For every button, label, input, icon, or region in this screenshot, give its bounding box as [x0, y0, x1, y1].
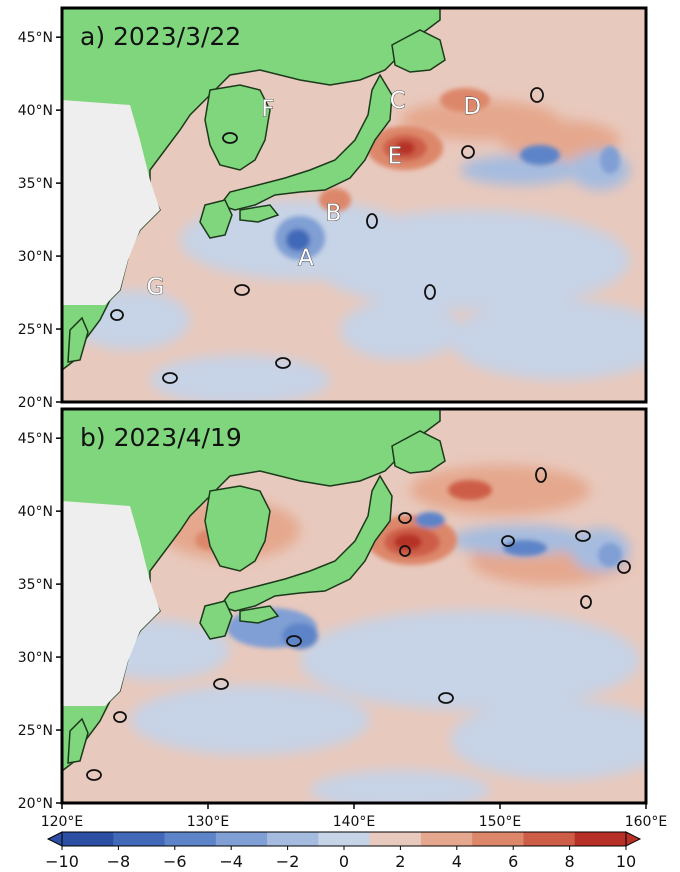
region-label-g: G [147, 275, 165, 301]
eddy-markers [110, 87, 544, 384]
colorbar-tick-label: 2 [395, 852, 405, 871]
x-tick-label: 130°E [187, 814, 230, 830]
colorbar-segment [318, 832, 371, 846]
colorbar-tick-label: −4 [219, 852, 243, 871]
korea-peninsula [204, 485, 271, 572]
korea-peninsula [204, 84, 271, 171]
colorbar-tick-label: 10 [616, 852, 636, 871]
region-labels-a: F C D E BA G [146, 88, 481, 302]
taiwan [67, 316, 89, 363]
region-label-f: F [261, 97, 274, 123]
missing-data-region [62, 100, 160, 305]
map-panel-a: F C D E BA G [62, 8, 646, 402]
colorbar-tick-label: −10 [45, 852, 79, 871]
colorbar-min-extend [46, 831, 63, 847]
colorbar-segment [164, 832, 217, 846]
y-tick-label: 40°N [18, 504, 53, 520]
y-tick-label: 20°N [18, 796, 53, 812]
colorbar-max-extend [625, 831, 642, 847]
y-tick-label: 25°N [18, 322, 53, 338]
colorbar-tick-label: −8 [107, 852, 131, 871]
x-tick-label: 120°E [41, 814, 84, 830]
region-label-c: C [390, 88, 406, 114]
colorbar-tick-label: −6 [163, 852, 187, 871]
map-panel-b [62, 409, 646, 803]
y-tick-label: 25°N [18, 723, 53, 739]
panel-a-frame [60, 6, 648, 404]
y-tick-label: 45°N [18, 30, 53, 46]
anomaly-features [275, 88, 620, 260]
region-label-e: E [388, 143, 403, 169]
japan-honshu [218, 73, 393, 211]
japan-hokkaido [391, 430, 446, 474]
colorbar-segment [267, 832, 319, 846]
y-tick-label: 45°N [18, 431, 53, 447]
y-tick-label: 40°N [18, 103, 53, 119]
region-label-b: B [326, 200, 342, 226]
japan-honshu [218, 474, 393, 612]
japan-kyushu [199, 600, 233, 640]
colorbar-segment [369, 832, 422, 846]
colorbar: −10 −8 −6 −4 −2 0 2 4 6 8 10 [45, 831, 642, 871]
colorbar-segment [574, 832, 627, 846]
x-tick-label: 160°E [625, 814, 668, 830]
japan-shikoku [239, 204, 280, 223]
taiwan [67, 717, 89, 764]
panel-a-title: a) 2023/3/22 [80, 22, 241, 51]
colorbar-segment [215, 832, 268, 846]
y-tick-label: 30°N [18, 249, 53, 265]
colorbar-tick-label: 6 [508, 852, 518, 871]
colorbar-tick-label: −2 [276, 852, 300, 871]
colorbar-segment [472, 832, 524, 846]
land-masses [62, 8, 446, 371]
x-tick-label: 140°E [333, 814, 376, 830]
panel-b-title: b) 2023/4/19 [80, 423, 242, 452]
region-label-d: D [463, 94, 481, 120]
axis-ticks: 20°N 25°N 30°N 35°N 40°N 45°N 20°N 25°N 30°N 35°N… [18, 30, 668, 830]
colorbar-segment [62, 832, 114, 846]
japan-kyushu [199, 199, 233, 239]
y-tick-label: 35°N [18, 577, 53, 593]
x-tick-label: 150°E [479, 814, 522, 830]
japan-hokkaido [391, 29, 446, 73]
china-mainland [62, 8, 441, 371]
missing-data-region [62, 501, 160, 706]
region-label-a: A [298, 246, 314, 272]
y-tick-label: 35°N [18, 176, 53, 192]
japan-shikoku [239, 605, 280, 624]
eddy-markers [86, 467, 631, 781]
colorbar-segment [113, 832, 166, 846]
anomaly-field [70, 100, 646, 402]
colorbar-tick-label: 4 [452, 852, 462, 871]
colorbar-tick-label: 8 [565, 852, 575, 871]
colorbar-segment [420, 832, 473, 846]
colorbar-tick-label: 0 [339, 852, 349, 871]
china-mainland [62, 409, 441, 772]
colorbar-segment [523, 832, 576, 846]
y-tick-label: 30°N [18, 650, 53, 666]
land-masses [62, 409, 446, 772]
y-tick-label: 20°N [18, 395, 53, 411]
